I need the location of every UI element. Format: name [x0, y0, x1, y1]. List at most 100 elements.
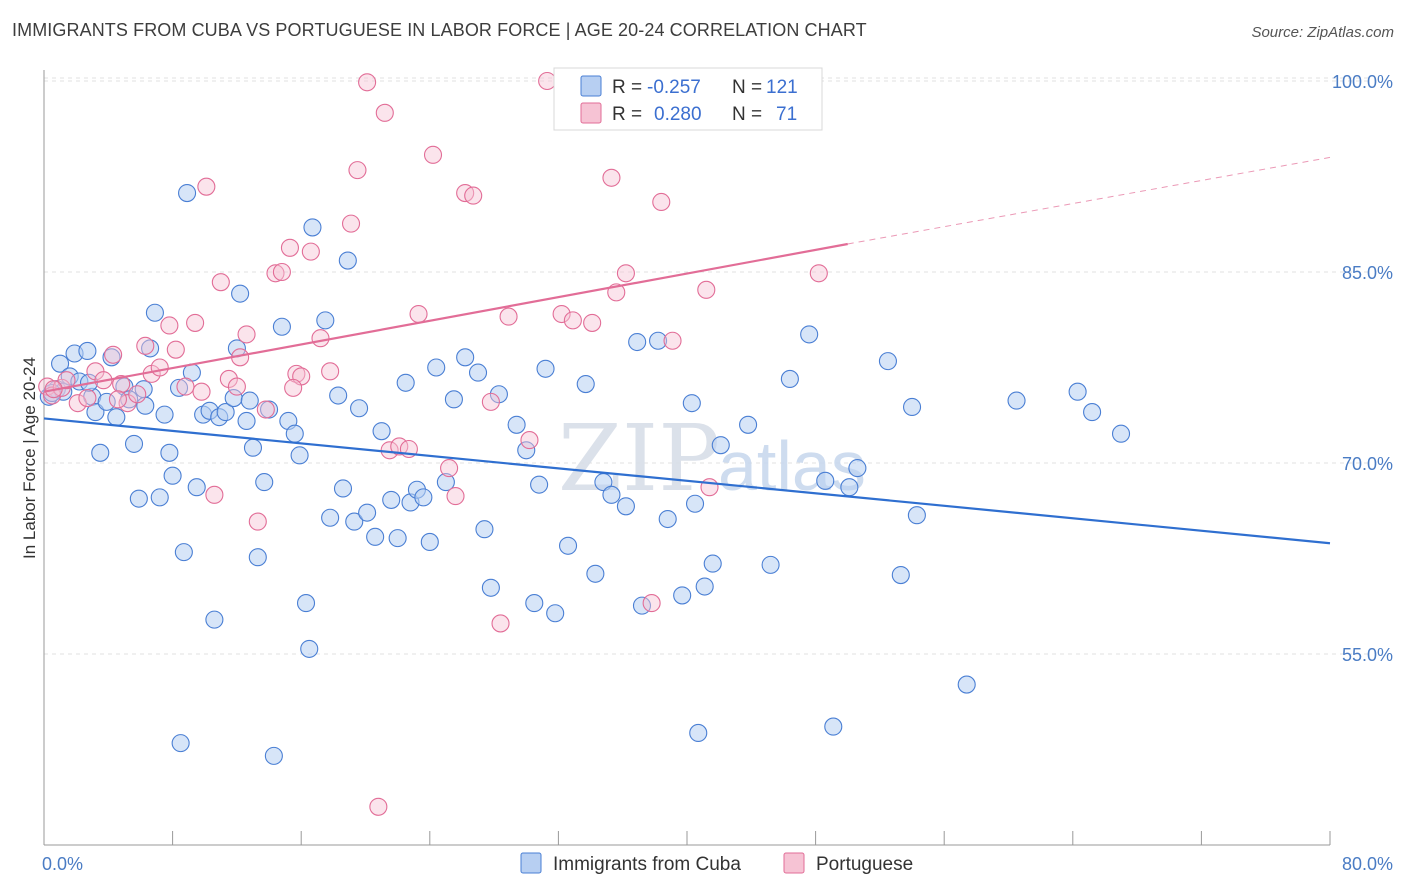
portuguese-point: [697, 280, 716, 299]
cuba-point: [711, 436, 730, 455]
portuguese-point: [150, 358, 169, 377]
legend-portuguese-n-label: N =: [732, 104, 762, 125]
cuba-point: [840, 478, 859, 497]
cuba-point: [272, 317, 291, 336]
series-cuba-points: [39, 184, 1131, 765]
cuba-point: [517, 441, 536, 460]
cuba-point: [468, 363, 488, 382]
cuba-point: [396, 373, 415, 392]
portuguese-point: [186, 313, 205, 332]
portuguese-point: [464, 186, 483, 205]
legend-swatch-portuguese: [580, 102, 602, 124]
cuba-point: [366, 527, 385, 546]
cuba-point: [248, 548, 267, 567]
source-label: Source: ZipAtlas.com: [1251, 24, 1394, 41]
portuguese-point: [227, 377, 246, 396]
cuba-point: [338, 251, 357, 270]
portuguese-trend-line: [43, 242, 848, 393]
portuguese-point: [166, 340, 185, 359]
portuguese-point: [491, 614, 510, 633]
cuba-point: [178, 184, 197, 203]
portuguese-point: [136, 336, 155, 355]
cuba-point: [481, 578, 500, 597]
y-tick-labels: 55.0% 70.0% 85.0% 100.0%: [1332, 72, 1393, 665]
cuba-point: [780, 369, 799, 389]
cuba-point: [558, 536, 578, 555]
legend-cuba-n-label: N =: [732, 77, 762, 98]
portuguese-point: [369, 797, 388, 816]
cuba-point: [1007, 391, 1026, 410]
cuba-point: [673, 586, 692, 605]
portuguese-point: [499, 307, 518, 326]
portuguese-point: [341, 214, 361, 233]
legend-portuguese-r-value: 0.280: [654, 104, 702, 125]
cuba-point: [689, 723, 708, 742]
y-tick-label: 100.0%: [1332, 72, 1393, 92]
cuba-point: [316, 311, 335, 330]
portuguese-point: [301, 242, 320, 261]
cuba-point: [695, 577, 714, 596]
portuguese-point: [211, 273, 230, 292]
portuguese-point: [311, 329, 330, 348]
cuba-point: [444, 390, 463, 409]
portuguese-point: [266, 264, 285, 283]
cuba-point: [174, 543, 193, 562]
x-tick-max: 80.0%: [1342, 854, 1393, 874]
cuba-point: [536, 359, 555, 378]
portuguese-point: [563, 311, 582, 330]
cuba-point: [546, 604, 565, 623]
cuba-point: [171, 734, 190, 753]
portuguese-point: [348, 161, 367, 180]
portuguese-point: [481, 392, 500, 411]
legend-cuba-n-value: 121: [766, 77, 798, 98]
cuba-point: [187, 478, 206, 497]
portuguese-point: [809, 264, 828, 283]
cuba-point: [761, 555, 780, 574]
cuba-point: [155, 405, 174, 424]
portuguese-point: [197, 177, 216, 196]
cuba-point: [658, 509, 677, 529]
cuba-point: [878, 352, 897, 371]
cuba-point: [160, 443, 179, 462]
cuba-point: [682, 394, 701, 413]
cuba-point: [957, 675, 976, 694]
portuguese-point: [192, 382, 211, 401]
cuba-point: [427, 358, 446, 377]
portuguese-point: [284, 378, 303, 397]
cuba-point: [240, 391, 259, 410]
cuba-point: [237, 411, 256, 431]
portuguese-point: [280, 238, 299, 257]
portuguese-point: [446, 487, 465, 506]
cuba-point: [816, 471, 835, 490]
cuba-point: [388, 529, 407, 548]
legend-portuguese-n-value: 71: [776, 104, 797, 125]
portuguese-point: [375, 103, 394, 122]
cuba-point: [296, 594, 316, 613]
cuba-point: [420, 532, 439, 551]
cuba-point: [902, 397, 922, 417]
axes: [43, 70, 1331, 846]
cuba-point: [436, 473, 455, 492]
cuba-point: [97, 392, 116, 411]
cuba-point: [285, 424, 304, 443]
cuba-point: [891, 566, 910, 585]
portuguese-point: [440, 459, 459, 478]
cuba-point: [414, 488, 433, 507]
cuba-point: [350, 399, 369, 418]
cuba-point: [824, 717, 843, 736]
legend-portuguese-r-label: R =: [612, 104, 642, 125]
cuba-point: [800, 325, 819, 344]
portuguese-point: [602, 168, 621, 187]
bottom-legend-portuguese: Portuguese: [816, 854, 913, 875]
portuguese-point: [68, 394, 87, 413]
cuba-point: [530, 475, 549, 494]
portuguese-point: [78, 389, 97, 408]
cuba-point: [141, 339, 160, 358]
bottom-legend-cuba: Immigrants from Cuba: [553, 854, 741, 875]
portuguese-point: [409, 304, 428, 324]
cuba-point: [1083, 403, 1102, 422]
cuba-point: [1111, 424, 1131, 443]
portuguese-point: [287, 364, 306, 383]
portuguese-point: [108, 390, 127, 409]
cuba-point: [456, 348, 475, 367]
